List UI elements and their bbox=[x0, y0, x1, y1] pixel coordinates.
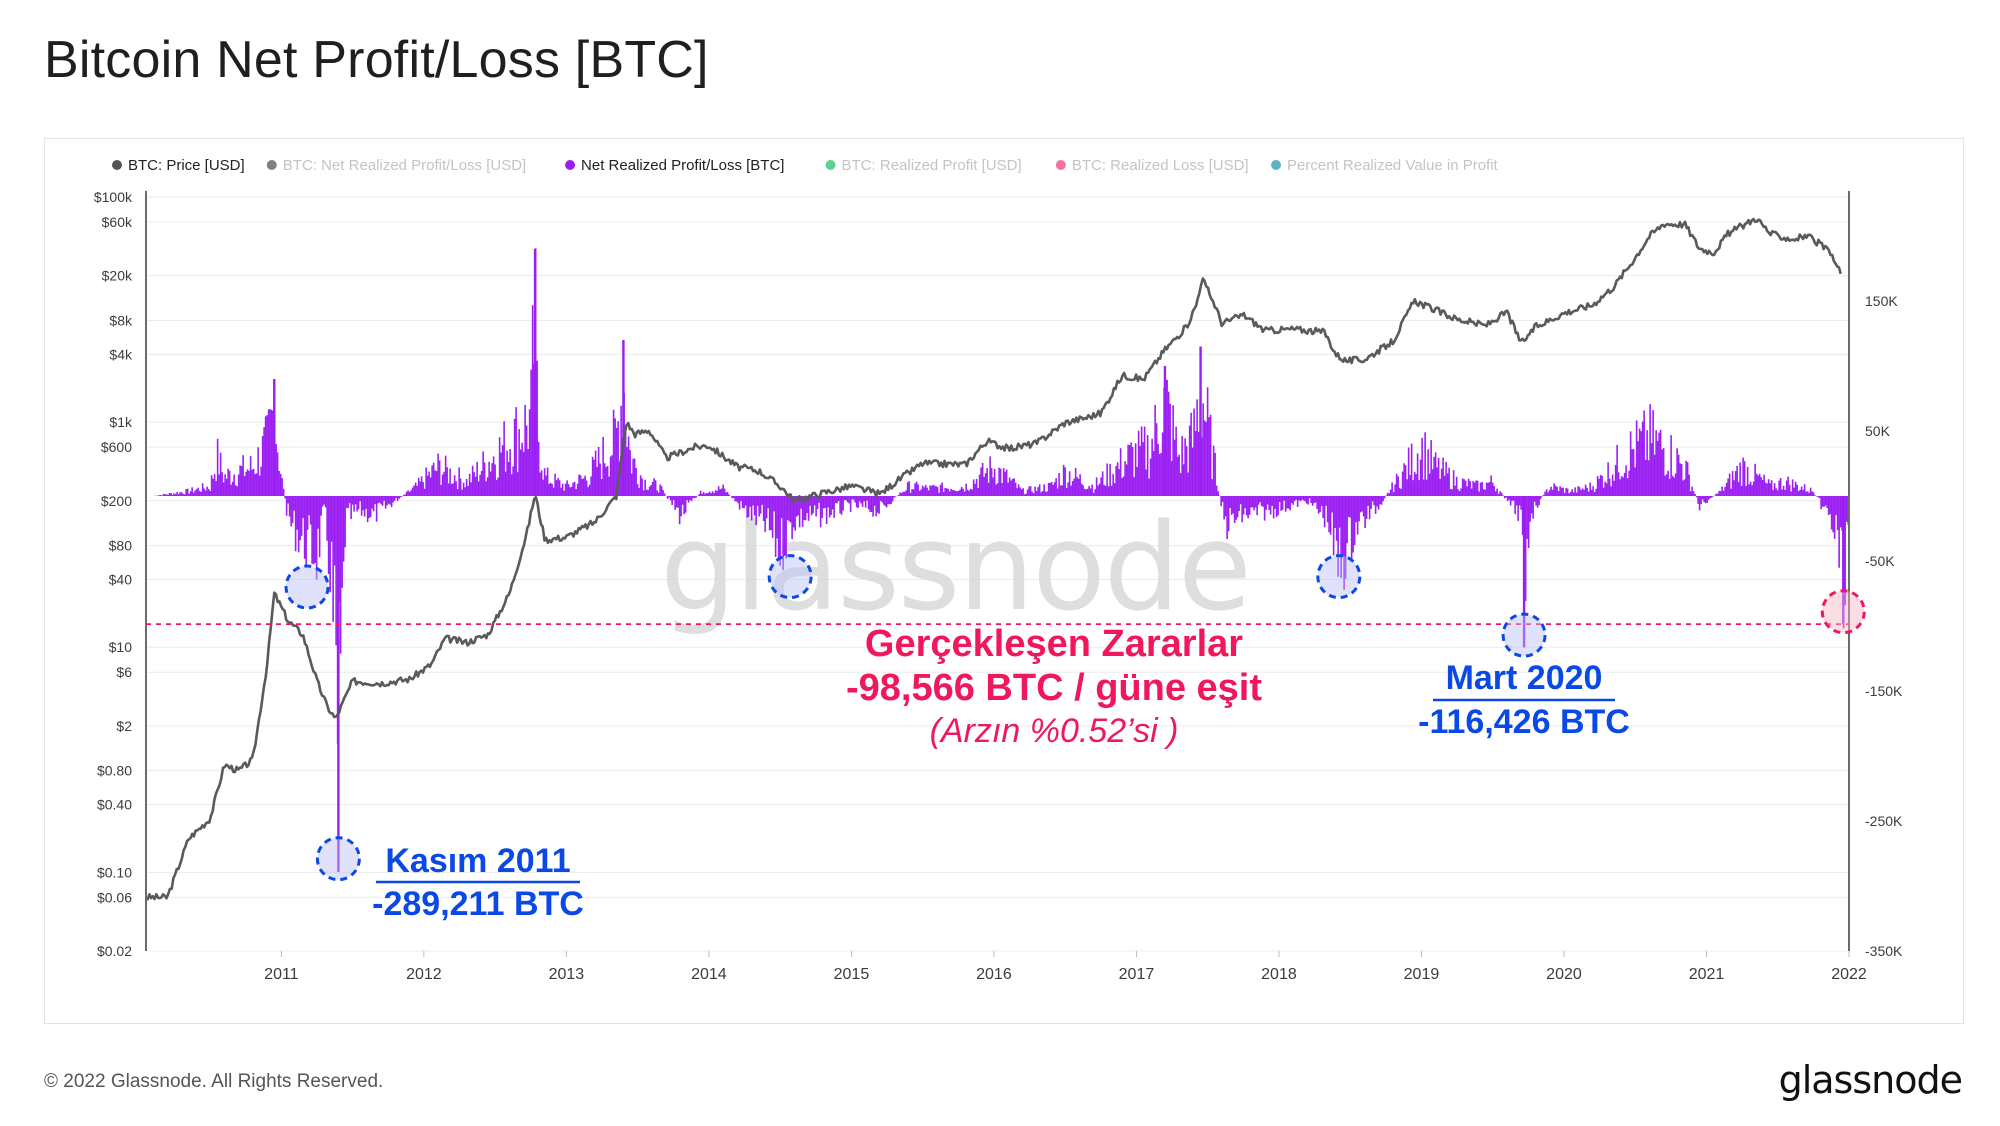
annotation-mart-value: -116,426 BTC bbox=[1418, 703, 1630, 741]
legend-label: BTC: Realized Loss [USD] bbox=[1072, 157, 1249, 174]
price-series bbox=[145, 217, 1842, 901]
y-right-tick-label: 50K bbox=[1865, 423, 1891, 439]
price-line bbox=[145, 217, 1842, 901]
x-tick-label: 2014 bbox=[691, 966, 727, 983]
chart-panel: glassnode $100k $60k $20k $8k $4k $1k $600 $200… bbox=[44, 138, 1964, 1024]
footer-copyright: © 2022 Glassnode. All Rights Reserved. bbox=[44, 1071, 384, 1092]
legend-dot-icon bbox=[266, 160, 277, 170]
y-left-tick-label: $4k bbox=[109, 346, 133, 362]
x-tick-label: 2015 bbox=[834, 966, 870, 983]
y-left-tick-label: $100k bbox=[94, 189, 133, 205]
annotation-current-value: -98,566 BTC / güne eşit bbox=[846, 667, 1262, 709]
legend-item-1[interactable]: BTC: Net Realized Profit/Loss [USD] bbox=[266, 157, 526, 174]
annotations: Kasım 2011 -289,211 BTC Mart 2020 -116,426 … bbox=[146, 554, 1866, 923]
y-left-tick-label: $200 bbox=[101, 493, 132, 509]
y-left-tick-label: $0.06 bbox=[97, 889, 132, 905]
annotation-kasim-title: Kasım 2011 bbox=[385, 842, 570, 880]
y-right-tick-label: -350K bbox=[1865, 943, 1903, 959]
y-right-tick-label: -250K bbox=[1865, 813, 1903, 829]
legend-item-5[interactable]: Percent Realized Value in Profit bbox=[1271, 157, 1499, 174]
x-tick-label: 2012 bbox=[406, 966, 442, 983]
footer-logo[interactable]: glassnode bbox=[1778, 1058, 1963, 1102]
legend-dot-icon bbox=[112, 160, 122, 170]
legend-dot-icon bbox=[1055, 160, 1066, 170]
annotation-current-title: Gerçekleşen Zararlar bbox=[865, 623, 1243, 665]
marker-mart-2020-circle bbox=[1501, 612, 1547, 658]
legend-label: BTC: Net Realized Profit/Loss [USD] bbox=[283, 157, 526, 174]
y-left-tick-label: $0.10 bbox=[97, 864, 132, 880]
legend-dot-icon bbox=[1271, 160, 1282, 170]
page-title: Bitcoin Net Profit/Loss [BTC] bbox=[44, 31, 709, 89]
marker-kasim-2011-circle bbox=[315, 836, 361, 882]
y-right-tick-label: -50K bbox=[1865, 553, 1895, 569]
y-left-tick-label: $0.80 bbox=[97, 763, 132, 779]
legend-item-3[interactable]: BTC: Realized Profit [USD] bbox=[825, 157, 1022, 174]
marker-2011-peak-circle bbox=[284, 564, 330, 610]
legend-label: BTC: Realized Profit [USD] bbox=[842, 157, 1022, 174]
legend-item-4[interactable]: BTC: Realized Loss [USD] bbox=[1055, 157, 1249, 174]
annotation-current-note: (Arzın %0.52’si ) bbox=[930, 712, 1179, 750]
legend-dot-icon bbox=[565, 160, 576, 170]
watermark-text: glassnode bbox=[660, 499, 1250, 638]
grid bbox=[146, 196, 1849, 952]
y-left-tick-label: $0.40 bbox=[97, 797, 132, 813]
y-left-tick-label: $20k bbox=[102, 268, 133, 284]
axes: $100k $60k $20k $8k $4k $1k $600 $200 $80 $40 $10 $… bbox=[94, 189, 1903, 983]
legend-label: Percent Realized Value in Profit bbox=[1287, 157, 1498, 174]
y-left-tick-label: $10 bbox=[109, 639, 133, 655]
x-tick-label: 2017 bbox=[1119, 966, 1155, 983]
legend-item-2[interactable]: Net Realized Profit/Loss [BTC] bbox=[565, 157, 784, 174]
y-left-tick-label: $2 bbox=[116, 718, 132, 734]
x-tick-label: 2018 bbox=[1261, 966, 1297, 983]
y-right-tick-label: 150K bbox=[1865, 293, 1898, 309]
y-left-tick-label: $600 bbox=[101, 439, 132, 455]
y-left-tick-label: $40 bbox=[109, 571, 133, 587]
legend[interactable]: BTC: Price [USD] BTC: Net Realized Profit… bbox=[112, 157, 1499, 174]
y-left-tick-label: $6 bbox=[116, 664, 132, 680]
marker-2015-circle bbox=[767, 554, 813, 600]
legend-item-0[interactable]: BTC: Price [USD] bbox=[112, 157, 245, 174]
watermark: glassnode bbox=[660, 499, 1252, 638]
legend-label: BTC: Price [USD] bbox=[128, 157, 245, 174]
x-tick-label: 2019 bbox=[1404, 966, 1440, 983]
x-tick-label: 2020 bbox=[1546, 966, 1582, 983]
x-tick-label: 2021 bbox=[1689, 966, 1725, 983]
x-tick-label: 2016 bbox=[976, 966, 1012, 983]
x-tick-label: 2011 bbox=[264, 966, 299, 983]
annotation-kasim-value: -289,211 BTC bbox=[372, 885, 584, 923]
marker-2018-circle bbox=[1316, 554, 1362, 600]
y-left-tick-label: $0.02 bbox=[97, 943, 132, 959]
y-left-tick-label: $60k bbox=[102, 214, 133, 230]
y-right-tick-label: -150K bbox=[1865, 683, 1903, 699]
y-left-tick-label: $1k bbox=[109, 414, 133, 430]
x-tick-label: 2013 bbox=[549, 966, 585, 983]
marker-current-circle bbox=[1820, 589, 1866, 635]
y-left-tick-label: $8k bbox=[109, 312, 133, 328]
x-tick-label: 2022 bbox=[1831, 966, 1867, 983]
chart-svg[interactable]: glassnode $100k $60k $20k $8k $4k $1k $600 $200… bbox=[45, 139, 1963, 1023]
annotation-mart-title: Mart 2020 bbox=[1446, 659, 1603, 697]
legend-label: Net Realized Profit/Loss [BTC] bbox=[581, 157, 784, 174]
y-left-tick-label: $80 bbox=[109, 538, 133, 554]
legend-dot-icon bbox=[825, 160, 836, 170]
